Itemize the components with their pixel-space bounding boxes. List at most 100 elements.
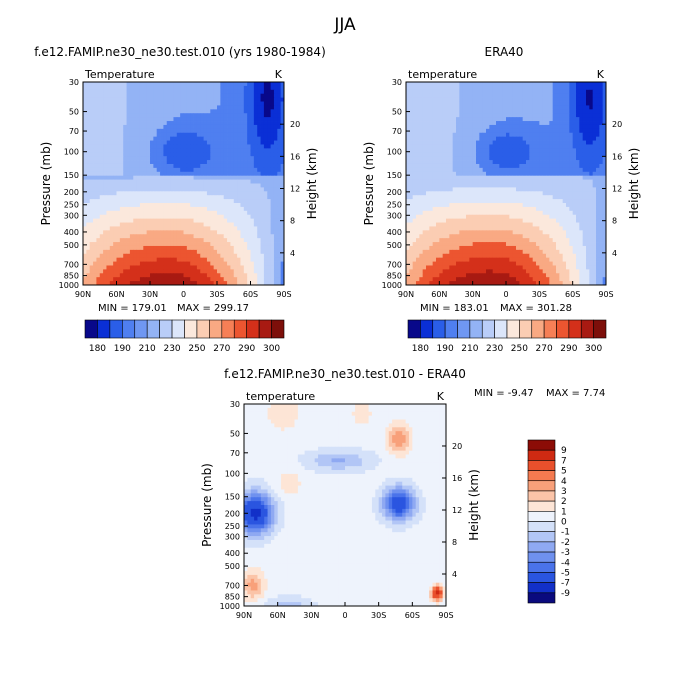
field-cell [180, 136, 184, 141]
field-cell [160, 85, 164, 91]
field-cell [489, 187, 494, 192]
field-cell [280, 163, 285, 169]
field-cell [86, 222, 91, 227]
colorbar-box [109, 319, 123, 339]
field-cell [96, 128, 101, 134]
field-cell [83, 97, 87, 102]
field-cell [516, 82, 520, 87]
field-cell [203, 242, 208, 247]
field-cell [267, 199, 271, 204]
field-cell [136, 132, 141, 138]
field-cell [579, 163, 584, 169]
field-cell [536, 109, 540, 114]
field-cell [536, 121, 540, 126]
field-cell [566, 163, 570, 169]
field-cell [542, 187, 547, 192]
field-cell [263, 89, 268, 95]
field-cell [599, 191, 604, 196]
field-cell [170, 230, 174, 235]
field-cell [133, 101, 137, 106]
field-cell [247, 160, 251, 165]
field-cell [170, 109, 174, 114]
field-cell [253, 187, 258, 192]
field-cell [180, 93, 184, 99]
field-cell [237, 191, 241, 196]
field-cell [512, 89, 517, 95]
field-cell [273, 210, 278, 216]
field-cell [116, 234, 121, 239]
field-cell [119, 144, 124, 149]
field-cell [512, 144, 517, 149]
field-cell [203, 113, 208, 118]
field-cell [270, 245, 275, 251]
field-cell [170, 171, 174, 177]
field-cell [220, 163, 225, 169]
field-cell [506, 171, 510, 177]
field-cell [203, 109, 208, 114]
field-cell [156, 148, 161, 153]
field-cell [103, 175, 107, 180]
field-cell [200, 152, 204, 157]
field-cell [217, 187, 221, 192]
field-cell [89, 101, 94, 106]
field-cell [166, 199, 171, 204]
field-cell [136, 175, 141, 180]
field-cell [509, 140, 514, 145]
field-cell [99, 128, 104, 134]
field-cell [156, 175, 161, 180]
field-cell [582, 105, 587, 110]
field-cell [429, 156, 434, 161]
field-cell [546, 89, 550, 95]
field-cell [176, 269, 181, 274]
field-cell [516, 101, 520, 106]
field-cell [86, 210, 91, 216]
field-cell [109, 175, 114, 180]
field-cell [153, 242, 158, 247]
field-cell [180, 218, 184, 223]
field-cell [210, 124, 215, 130]
field-cell [579, 195, 584, 200]
field-cell [247, 265, 251, 270]
field-cell [562, 140, 567, 145]
field-cell [123, 85, 127, 91]
field-cell [170, 249, 174, 255]
field-cell [263, 234, 268, 239]
field-cell [143, 273, 148, 278]
field-cell [230, 218, 235, 223]
field-cell [240, 253, 245, 259]
field-cell [596, 105, 600, 110]
field-cell [250, 230, 255, 235]
field-cell [146, 269, 151, 274]
field-cell [277, 148, 282, 153]
field-cell [173, 238, 178, 243]
field-cell [186, 171, 191, 177]
field-cell [512, 171, 517, 177]
field-cell [113, 257, 117, 262]
field-cell [456, 183, 460, 188]
field-cell [556, 156, 560, 161]
field-cell [486, 156, 490, 161]
field-cell [243, 179, 248, 184]
field-cell [539, 117, 544, 122]
field-cell [160, 203, 164, 208]
field-cell [419, 160, 424, 165]
field-cell [529, 109, 534, 114]
field-cell [243, 261, 248, 266]
field-cell [260, 206, 265, 212]
field-cell [170, 89, 174, 95]
field-cell [223, 136, 228, 141]
field-cell [257, 273, 261, 278]
field-cell [196, 109, 201, 114]
field-cell [166, 128, 171, 134]
field-cell [150, 234, 154, 239]
field-cell [482, 156, 487, 161]
field-cell [589, 109, 594, 114]
field-cell [136, 206, 141, 212]
field-cell [193, 113, 198, 118]
field-cell [116, 199, 121, 204]
field-cell [139, 273, 144, 278]
field-cell [556, 97, 560, 102]
field-cell [602, 191, 607, 196]
field-cell [586, 140, 590, 145]
field-cell [126, 218, 131, 223]
